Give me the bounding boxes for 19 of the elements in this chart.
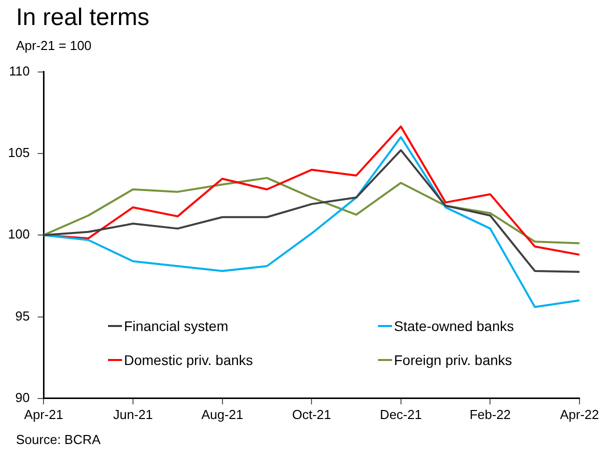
x-tick-label: Aug-21 — [201, 406, 244, 422]
legend-label: Domestic priv. banks — [124, 352, 253, 368]
chart-title: In real terms — [16, 4, 150, 32]
legend-label: Foreign priv. banks — [394, 352, 512, 368]
x-tick-label: Dec-21 — [380, 406, 422, 422]
x-tick-label: Apr-21 — [24, 406, 64, 422]
y-tick-label: 95 — [15, 308, 30, 324]
y-tick-label: 110 — [8, 63, 30, 78]
legend-label: State-owned banks — [394, 318, 514, 334]
x-tick-label: Feb-22 — [470, 406, 511, 422]
y-tick-label: 105 — [8, 145, 30, 160]
chart-subtitle: Apr-21 = 100 — [16, 38, 92, 53]
legend-label: Financial system — [124, 318, 228, 334]
x-tick-label: Jun-21 — [113, 406, 153, 422]
y-tick-label: 100 — [8, 226, 30, 242]
source-note: Source: BCRA — [16, 432, 101, 447]
x-tick-label: Apr-22 — [560, 406, 600, 422]
x-tick-label: Oct-21 — [292, 406, 332, 422]
y-tick-label: 90 — [15, 390, 30, 405]
